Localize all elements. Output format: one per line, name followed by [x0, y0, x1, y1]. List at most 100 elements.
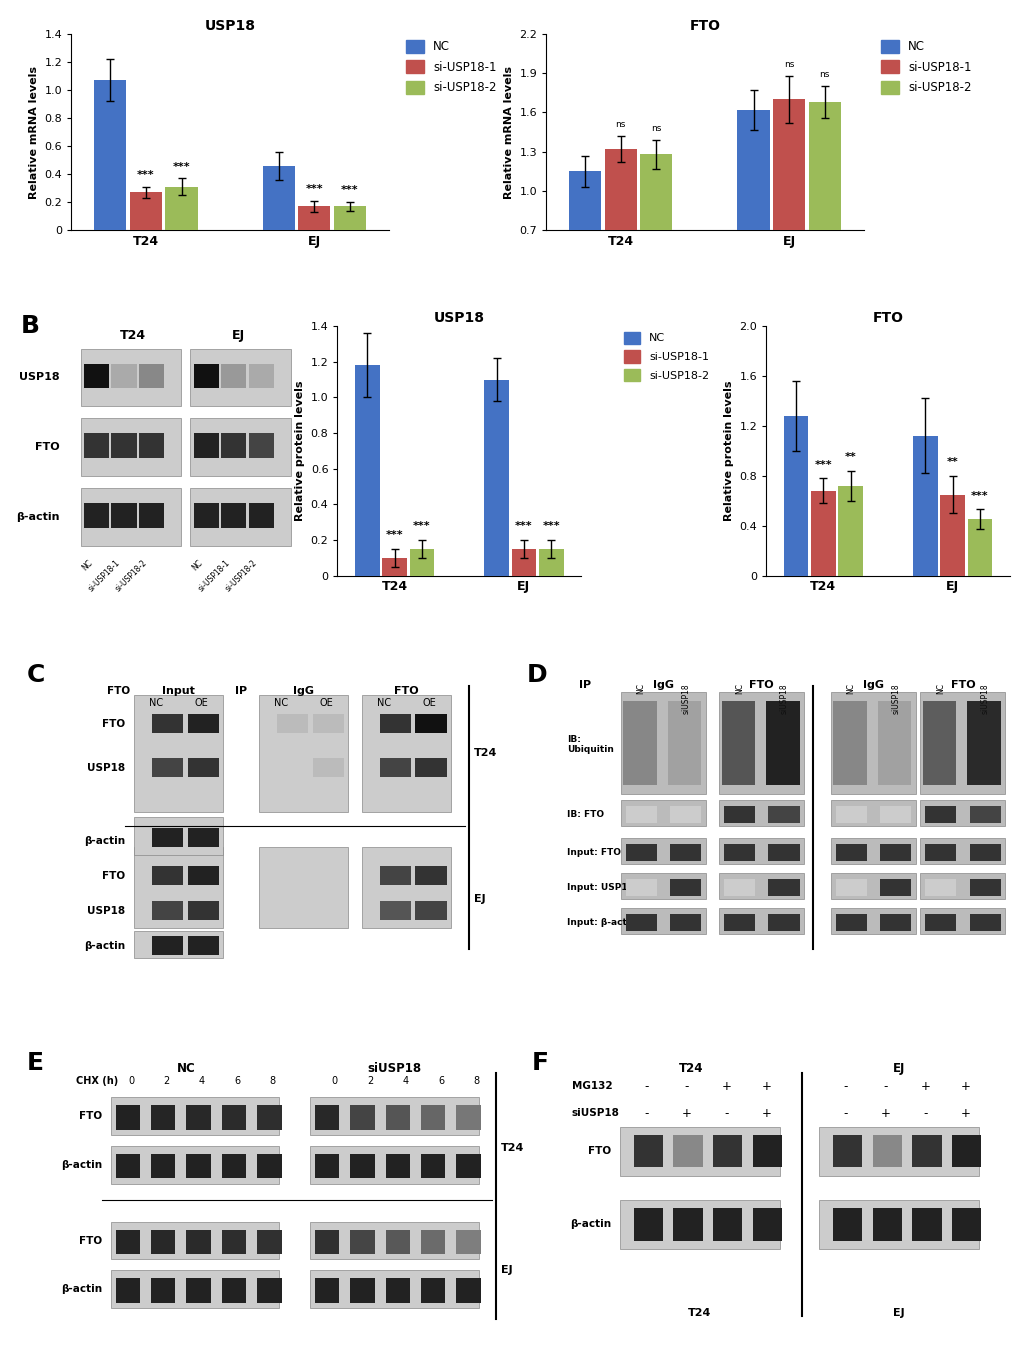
- FancyBboxPatch shape: [379, 714, 411, 733]
- Text: β-actin: β-actin: [61, 1160, 102, 1170]
- Bar: [333, 206, 366, 231]
- FancyBboxPatch shape: [151, 1278, 175, 1303]
- FancyBboxPatch shape: [111, 1270, 279, 1308]
- FancyBboxPatch shape: [415, 757, 446, 776]
- Text: -: -: [922, 1107, 927, 1120]
- FancyBboxPatch shape: [966, 700, 1000, 786]
- Text: **: **: [844, 452, 856, 463]
- FancyBboxPatch shape: [84, 503, 109, 528]
- Title: FTO: FTO: [689, 19, 719, 33]
- FancyBboxPatch shape: [187, 935, 219, 954]
- Y-axis label: Relative protein levels: Relative protein levels: [294, 380, 305, 521]
- FancyBboxPatch shape: [924, 913, 955, 931]
- FancyBboxPatch shape: [84, 433, 109, 459]
- Text: -: -: [843, 1080, 848, 1092]
- Bar: [569, 171, 600, 322]
- FancyBboxPatch shape: [752, 1208, 782, 1240]
- FancyBboxPatch shape: [835, 879, 866, 896]
- FancyBboxPatch shape: [191, 418, 290, 476]
- Text: 0: 0: [331, 1076, 337, 1086]
- FancyBboxPatch shape: [277, 714, 308, 733]
- Text: EJ: EJ: [893, 1308, 904, 1318]
- Bar: [129, 193, 162, 231]
- Text: ***: ***: [385, 531, 404, 540]
- Text: NC: NC: [735, 683, 743, 693]
- Text: NC: NC: [636, 683, 645, 693]
- FancyBboxPatch shape: [310, 1270, 478, 1308]
- FancyBboxPatch shape: [187, 714, 219, 733]
- Text: T24: T24: [679, 1063, 703, 1075]
- Bar: [940, 494, 964, 575]
- FancyBboxPatch shape: [924, 879, 955, 896]
- Bar: [94, 80, 126, 231]
- FancyBboxPatch shape: [673, 1208, 702, 1240]
- FancyBboxPatch shape: [625, 913, 656, 931]
- FancyBboxPatch shape: [315, 1278, 339, 1303]
- FancyBboxPatch shape: [133, 695, 223, 811]
- Text: ***: ***: [515, 521, 532, 531]
- Text: -: -: [644, 1080, 648, 1092]
- FancyBboxPatch shape: [139, 503, 164, 528]
- Bar: [382, 558, 407, 575]
- FancyBboxPatch shape: [421, 1229, 445, 1254]
- FancyBboxPatch shape: [115, 1105, 140, 1129]
- FancyBboxPatch shape: [924, 806, 955, 824]
- Text: ***: ***: [970, 491, 987, 501]
- FancyBboxPatch shape: [415, 714, 446, 733]
- Text: IB: FTO: IB: FTO: [567, 810, 604, 820]
- FancyBboxPatch shape: [385, 1278, 410, 1303]
- FancyBboxPatch shape: [310, 1221, 478, 1259]
- FancyBboxPatch shape: [111, 364, 137, 388]
- FancyBboxPatch shape: [625, 844, 656, 862]
- Text: NC: NC: [377, 697, 391, 708]
- Bar: [810, 491, 835, 575]
- FancyBboxPatch shape: [313, 757, 343, 776]
- Text: +: +: [760, 1107, 770, 1120]
- FancyBboxPatch shape: [310, 1145, 478, 1183]
- FancyBboxPatch shape: [718, 837, 803, 864]
- FancyBboxPatch shape: [84, 364, 109, 388]
- Text: +: +: [720, 1080, 731, 1092]
- FancyBboxPatch shape: [712, 1134, 742, 1167]
- Text: OE: OE: [422, 697, 435, 708]
- FancyBboxPatch shape: [152, 757, 183, 776]
- FancyBboxPatch shape: [765, 700, 799, 786]
- FancyBboxPatch shape: [879, 879, 911, 896]
- FancyBboxPatch shape: [818, 1200, 978, 1248]
- Text: FTO: FTO: [102, 719, 125, 729]
- FancyBboxPatch shape: [81, 349, 181, 406]
- Text: USP18: USP18: [87, 906, 125, 916]
- Text: ***: ***: [413, 521, 430, 531]
- FancyBboxPatch shape: [712, 1208, 742, 1240]
- Text: β-actin: β-actin: [84, 836, 125, 845]
- Title: USP18: USP18: [205, 19, 256, 33]
- FancyBboxPatch shape: [350, 1278, 374, 1303]
- FancyBboxPatch shape: [723, 913, 754, 931]
- Text: NC: NC: [149, 697, 163, 708]
- FancyBboxPatch shape: [673, 1134, 702, 1167]
- FancyBboxPatch shape: [621, 799, 705, 826]
- FancyBboxPatch shape: [669, 879, 701, 896]
- FancyBboxPatch shape: [133, 847, 223, 928]
- FancyBboxPatch shape: [152, 828, 183, 847]
- Text: EJ: EJ: [473, 894, 485, 904]
- Text: siUSP18: siUSP18: [571, 1109, 619, 1118]
- FancyBboxPatch shape: [952, 1134, 980, 1167]
- FancyBboxPatch shape: [350, 1229, 374, 1254]
- FancyBboxPatch shape: [186, 1153, 211, 1178]
- FancyBboxPatch shape: [922, 700, 955, 786]
- Title: FTO: FTO: [871, 311, 903, 324]
- FancyBboxPatch shape: [879, 844, 911, 862]
- Legend: NC, si-USP18-1, si-USP18-2: NC, si-USP18-1, si-USP18-2: [400, 35, 501, 99]
- Text: +: +: [681, 1107, 691, 1120]
- Text: EJ: EJ: [892, 1063, 905, 1075]
- FancyBboxPatch shape: [633, 1134, 662, 1167]
- Text: -: -: [684, 1080, 688, 1092]
- Text: IgG: IgG: [862, 680, 883, 691]
- Text: FTO: FTO: [79, 1111, 102, 1121]
- Text: IgG: IgG: [293, 687, 314, 696]
- FancyBboxPatch shape: [625, 879, 656, 896]
- Text: ns: ns: [614, 121, 626, 129]
- Text: D: D: [527, 662, 547, 687]
- Text: ***: ***: [172, 161, 191, 171]
